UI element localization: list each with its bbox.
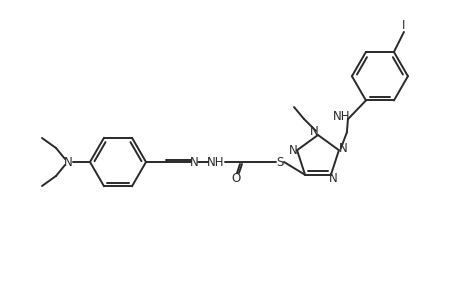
Text: N: N <box>309 124 318 137</box>
Text: N: N <box>189 155 198 169</box>
Text: N: N <box>328 172 336 185</box>
Text: N: N <box>288 144 297 157</box>
Text: NH: NH <box>207 155 224 169</box>
Text: I: I <box>401 20 405 32</box>
Text: S: S <box>276 155 283 169</box>
Text: N: N <box>338 142 347 155</box>
Text: NH: NH <box>332 110 350 123</box>
Text: N: N <box>63 155 72 169</box>
Text: O: O <box>231 172 240 184</box>
